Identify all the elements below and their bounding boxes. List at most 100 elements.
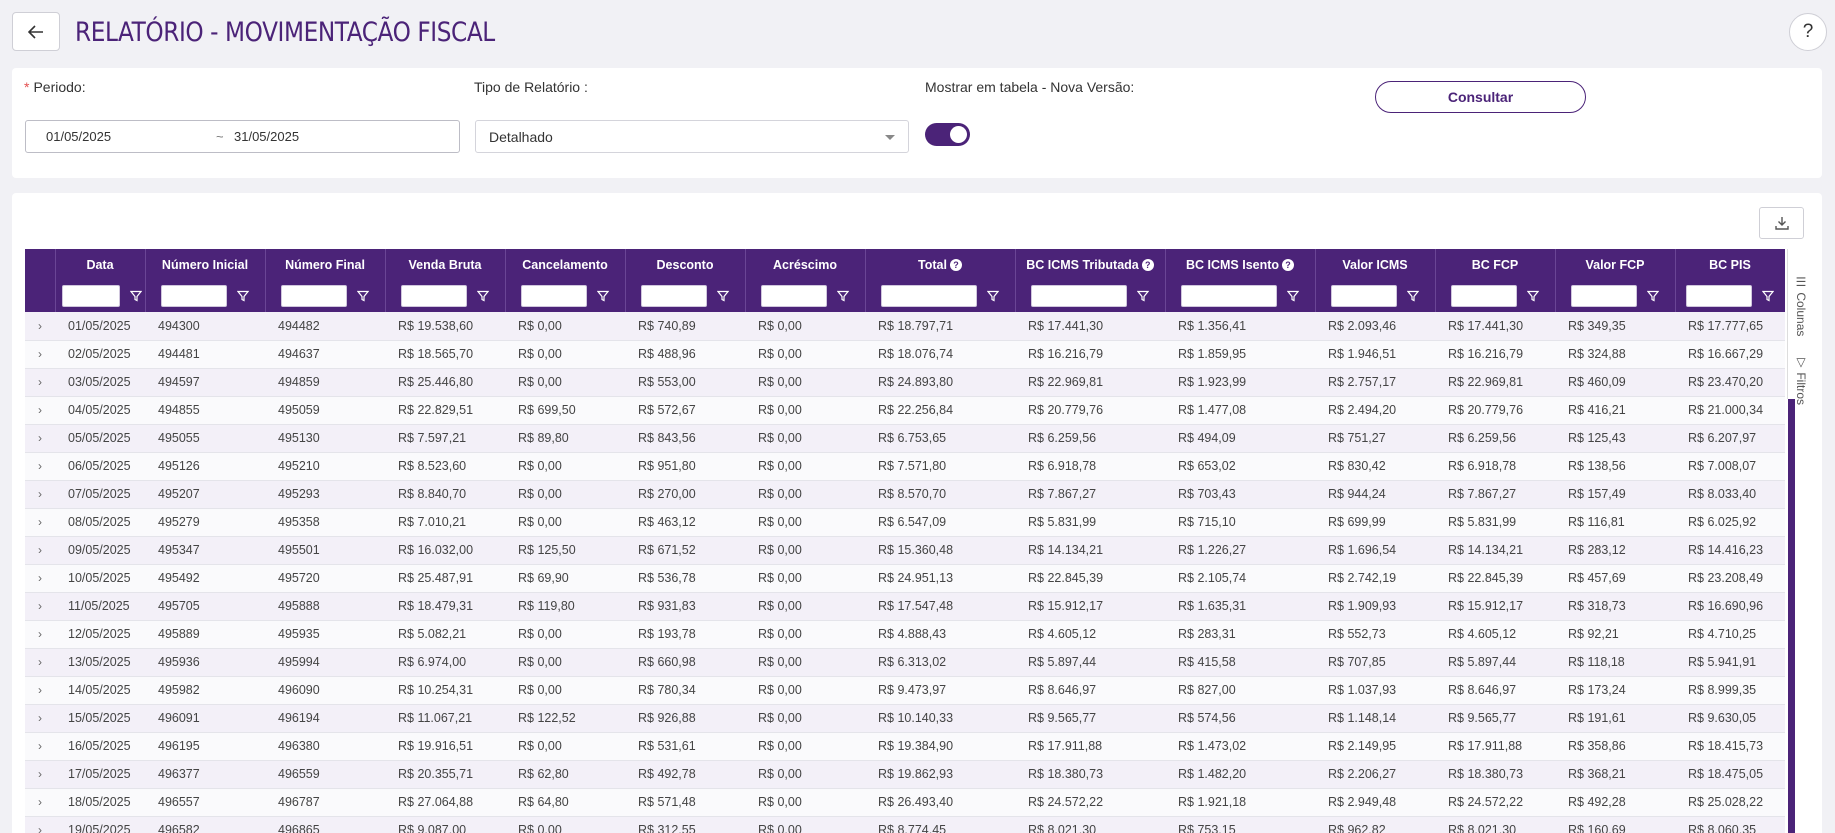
table-row[interactable]: › 07/05/2025 495207 495293 R$ 8.840,70 R$ 0,0… [25, 480, 1785, 509]
filter-icon[interactable] [1287, 290, 1299, 302]
vertical-scrollbar[interactable] [1788, 275, 1795, 833]
filters-tab[interactable]: ▽ Filtros [1794, 355, 1808, 406]
column-header[interactable]: Valor FCP [1555, 249, 1676, 280]
filter-icon[interactable] [477, 290, 489, 302]
filter-icon[interactable] [987, 290, 999, 302]
date-start[interactable]: 01/05/2025 [46, 129, 112, 144]
date-end[interactable]: 31/05/2025 [234, 129, 300, 144]
download-button[interactable] [1759, 207, 1804, 239]
column-header[interactable]: BC FCP [1435, 249, 1556, 280]
chevron-right-icon[interactable]: › [25, 592, 55, 621]
chevron-right-icon[interactable]: › [25, 452, 55, 481]
chevron-right-icon[interactable]: › [25, 536, 55, 565]
chevron-right-icon[interactable]: › [25, 424, 55, 453]
column-filter-input[interactable] [761, 285, 827, 307]
date-range-picker[interactable]: 01/05/2025 ~ 31/05/2025 [25, 120, 460, 153]
column-header[interactable]: Número Inicial [145, 249, 266, 280]
column-header[interactable]: BC ICMS Tributada? [1015, 249, 1166, 280]
chevron-right-icon[interactable]: › [25, 816, 55, 833]
show-table-toggle[interactable] [925, 123, 970, 146]
table-row[interactable]: › 06/05/2025 495126 495210 R$ 8.523,60 R$ 0,0… [25, 452, 1785, 481]
column-filter-input[interactable] [1571, 285, 1637, 307]
chevron-right-icon[interactable]: › [25, 620, 55, 649]
table-row[interactable]: › 14/05/2025 495982 496090 R$ 10.254,31 R$ 0,… [25, 676, 1785, 705]
chevron-right-icon[interactable]: › [25, 368, 55, 397]
column-filter-input[interactable] [401, 285, 467, 307]
column-filter-input[interactable] [281, 285, 347, 307]
filter-icon[interactable] [357, 290, 369, 302]
table-row[interactable]: › 19/05/2025 496582 496865 R$ 9.087,00 R$ 0,0… [25, 816, 1785, 833]
filter-icon[interactable] [1527, 290, 1539, 302]
column-filter-input[interactable] [1181, 285, 1277, 307]
chevron-right-icon[interactable]: › [25, 396, 55, 425]
filter-icon[interactable] [597, 290, 609, 302]
table-row[interactable]: › 15/05/2025 496091 496194 R$ 11.067,21 R$ 12… [25, 704, 1785, 733]
columns-tab[interactable]: ☰ Colunas [1794, 275, 1808, 337]
column-header[interactable]: BC ICMS Isento? [1165, 249, 1316, 280]
help-circle-icon[interactable]: ? [1141, 259, 1154, 272]
filter-icon[interactable] [1407, 290, 1419, 302]
table-row[interactable]: › 17/05/2025 496377 496559 R$ 20.355,71 R$ 62… [25, 760, 1785, 789]
table-row[interactable]: › 18/05/2025 496557 496787 R$ 27.064,88 R$ 64… [25, 788, 1785, 817]
table-row[interactable]: › 11/05/2025 495705 495888 R$ 18.479,31 R$ 11… [25, 592, 1785, 621]
chevron-right-icon[interactable]: › [25, 648, 55, 677]
column-filter-input[interactable] [1031, 285, 1127, 307]
column-filter-input[interactable] [521, 285, 587, 307]
back-button[interactable] [12, 12, 60, 51]
column-header[interactable]: Data [55, 249, 146, 280]
filter-icon[interactable] [1647, 290, 1659, 302]
chevron-right-icon[interactable]: › [25, 760, 55, 789]
column-filter-cell [1555, 280, 1676, 312]
table-row[interactable]: › 01/05/2025 494300 494482 R$ 19.538,60 R$ 0,… [25, 312, 1785, 341]
table-row[interactable]: › 16/05/2025 496195 496380 R$ 19.916,51 R$ 0,… [25, 732, 1785, 761]
chevron-right-icon[interactable]: › [25, 480, 55, 509]
column-header[interactable]: Número Final [265, 249, 386, 280]
consult-button[interactable]: Consultar [1375, 81, 1586, 113]
column-header[interactable]: Acréscimo [745, 249, 866, 280]
table-row[interactable]: › 03/05/2025 494597 494859 R$ 25.446,80 R$ 0,… [25, 368, 1785, 397]
toggle-knob [950, 126, 967, 143]
column-filter-input[interactable] [881, 285, 977, 307]
column-filter-input[interactable] [161, 285, 227, 307]
column-header[interactable]: Desconto [625, 249, 746, 280]
chevron-right-icon[interactable]: › [25, 312, 55, 341]
report-type-select[interactable]: Detalhado [475, 120, 909, 153]
table-cell: R$ 0,00 [745, 396, 865, 425]
table-row[interactable]: › 02/05/2025 494481 494637 R$ 18.565,70 R$ 0,… [25, 340, 1785, 369]
chevron-right-icon[interactable]: › [25, 704, 55, 733]
column-filter-input[interactable] [1686, 285, 1752, 307]
chevron-right-icon[interactable]: › [25, 340, 55, 369]
chevron-right-icon[interactable]: › [25, 732, 55, 761]
filter-icon[interactable] [1762, 290, 1774, 302]
filter-icon[interactable] [1137, 290, 1149, 302]
table-row[interactable]: › 12/05/2025 495889 495935 R$ 5.082,21 R$ 0,0… [25, 620, 1785, 649]
chevron-right-icon[interactable]: › [25, 788, 55, 817]
column-filter-input[interactable] [1331, 285, 1397, 307]
column-header[interactable]: Valor ICMS [1315, 249, 1436, 280]
table-row[interactable]: › 13/05/2025 495936 495994 R$ 6.974,00 R$ 0,0… [25, 648, 1785, 677]
column-header[interactable]: BC PIS [1675, 249, 1785, 280]
table-row[interactable]: › 04/05/2025 494855 495059 R$ 22.829,51 R$ 69… [25, 396, 1785, 425]
table-row[interactable]: › 10/05/2025 495492 495720 R$ 25.487,91 R$ 69… [25, 564, 1785, 593]
chevron-right-icon[interactable]: › [25, 564, 55, 593]
arrow-left-icon [28, 24, 43, 39]
column-header[interactable]: Cancelamento [505, 249, 626, 280]
column-filter-cell [505, 280, 626, 312]
filter-icon[interactable] [717, 290, 729, 302]
column-filter-input[interactable] [641, 285, 707, 307]
filter-icon[interactable] [129, 290, 142, 302]
help-circle-icon[interactable]: ? [1282, 259, 1295, 272]
help-circle-icon[interactable]: ? [949, 259, 962, 272]
chevron-right-icon[interactable]: › [25, 676, 55, 705]
chevron-right-icon[interactable]: › [25, 508, 55, 537]
table-row[interactable]: › 08/05/2025 495279 495358 R$ 7.010,21 R$ 0,0… [25, 508, 1785, 537]
table-row[interactable]: › 05/05/2025 495055 495130 R$ 7.597,21 R$ 89,… [25, 424, 1785, 453]
column-filter-input[interactable] [61, 285, 120, 307]
column-filter-input[interactable] [1451, 285, 1517, 307]
column-header[interactable]: Total? [865, 249, 1016, 280]
table-row[interactable]: › 09/05/2025 495347 495501 R$ 16.032,00 R$ 12… [25, 536, 1785, 565]
help-button[interactable]: ? [1789, 13, 1827, 51]
filter-icon[interactable] [237, 290, 249, 302]
column-header[interactable]: Venda Bruta [385, 249, 506, 280]
filter-icon[interactable] [837, 290, 849, 302]
